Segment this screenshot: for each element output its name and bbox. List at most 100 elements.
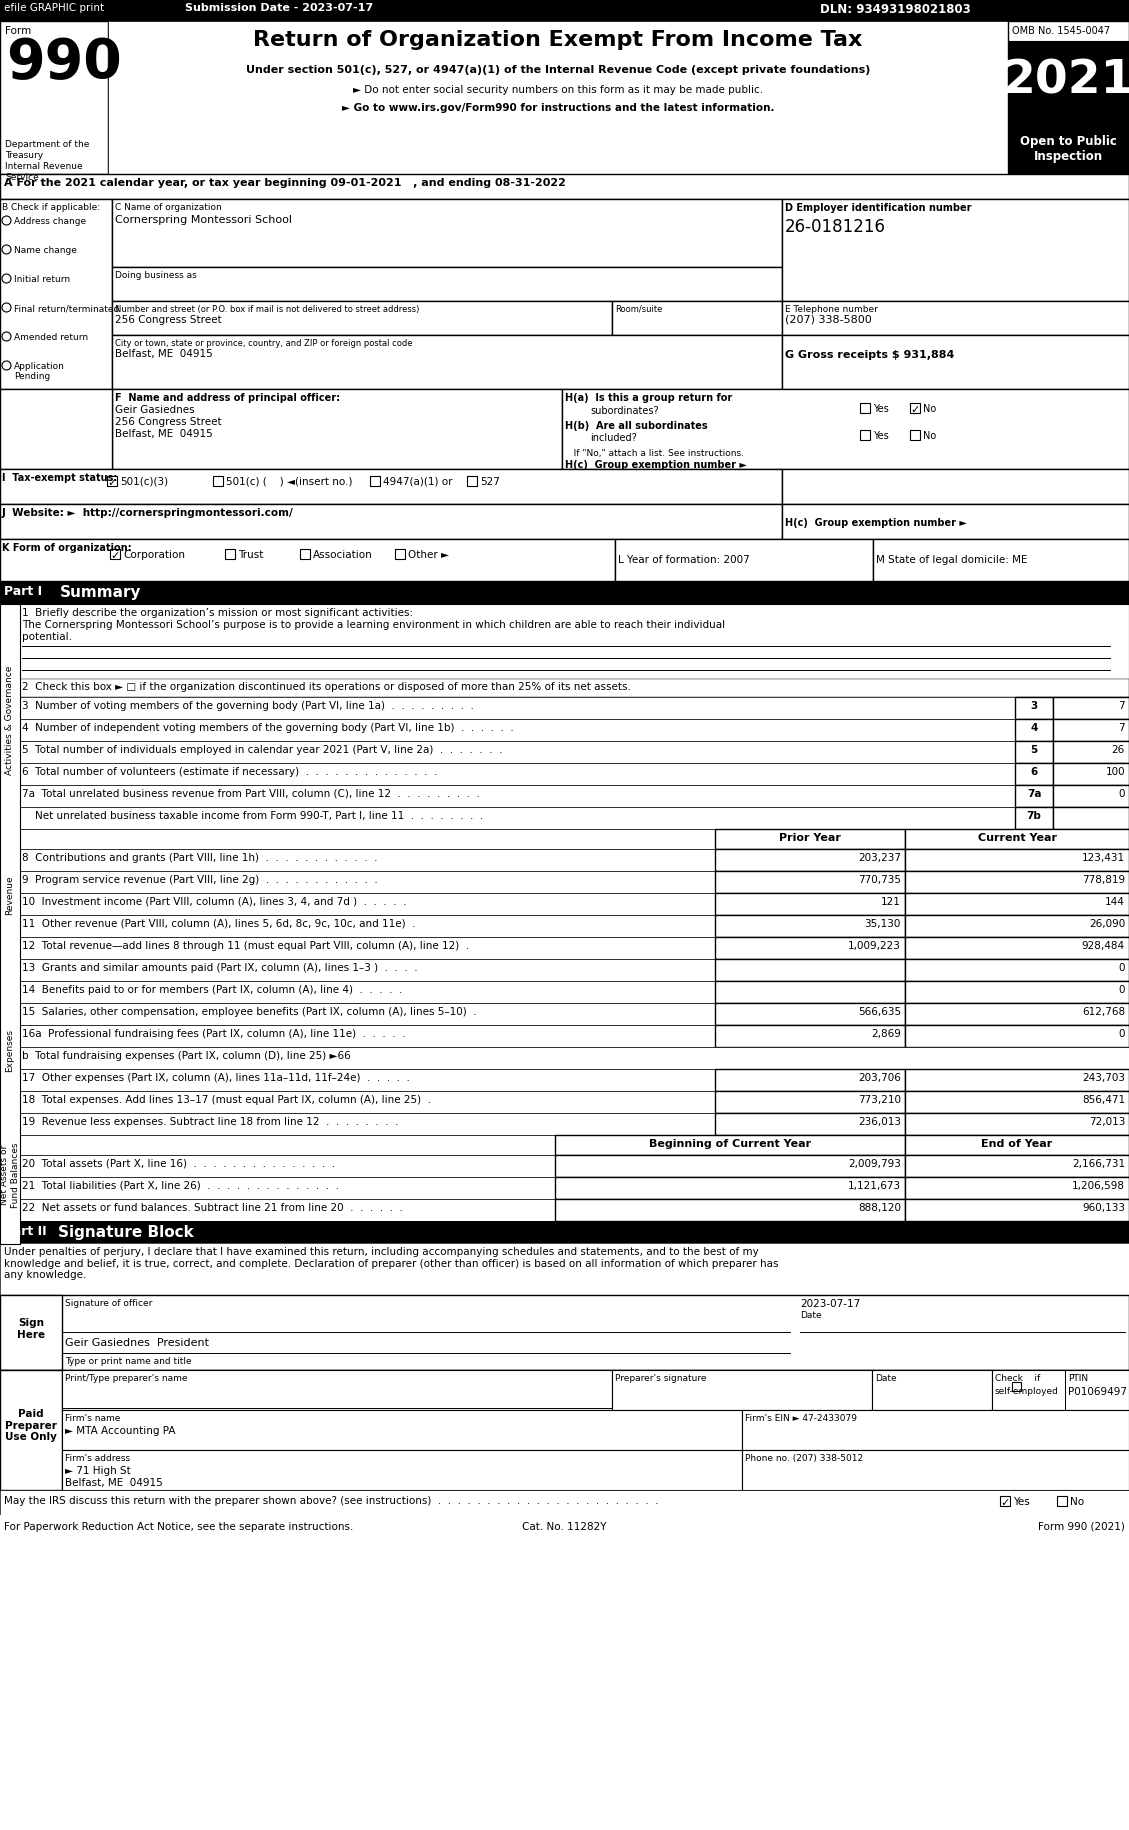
Text: Yes: Yes bbox=[1013, 1497, 1030, 1506]
Text: 2021: 2021 bbox=[1003, 59, 1129, 102]
Text: Print/Type preparer’s name: Print/Type preparer’s name bbox=[65, 1372, 187, 1382]
Bar bbox=[1008, 42, 1129, 130]
Bar bbox=[0, 22, 1129, 176]
Bar bbox=[1053, 785, 1129, 807]
Bar bbox=[860, 404, 870, 414]
Text: Geir Gasiednes: Geir Gasiednes bbox=[115, 404, 194, 415]
Text: 928,484: 928,484 bbox=[1082, 941, 1124, 950]
Text: Prior Year: Prior Year bbox=[779, 833, 841, 842]
Bar bbox=[905, 829, 1129, 849]
Bar bbox=[110, 549, 120, 560]
Text: Sign
Here: Sign Here bbox=[17, 1318, 45, 1340]
Text: Summary: Summary bbox=[60, 584, 141, 600]
Bar bbox=[905, 1003, 1129, 1025]
Bar bbox=[0, 763, 1129, 785]
Bar bbox=[0, 1135, 1129, 1155]
Text: P01069497: P01069497 bbox=[1068, 1387, 1127, 1396]
Bar bbox=[1000, 1497, 1010, 1506]
Bar bbox=[910, 404, 920, 414]
Text: For Paperwork Reduction Act Notice, see the separate instructions.: For Paperwork Reduction Act Notice, see … bbox=[5, 1521, 353, 1532]
Bar bbox=[1015, 785, 1053, 807]
Text: 21  Total liabilities (Part X, line 26)  .  .  .  .  .  .  .  .  .  .  .  .  .  : 21 Total liabilities (Part X, line 26) .… bbox=[21, 1180, 339, 1190]
Text: 7a  Total unrelated business revenue from Part VIII, column (C), line 12  .  .  : 7a Total unrelated business revenue from… bbox=[21, 789, 480, 798]
Text: 773,210: 773,210 bbox=[858, 1094, 901, 1103]
Text: Part II: Part II bbox=[5, 1224, 46, 1237]
Text: 4: 4 bbox=[1031, 723, 1038, 732]
Bar bbox=[715, 937, 905, 959]
Bar bbox=[1015, 697, 1053, 719]
Text: 4947(a)(1) or: 4947(a)(1) or bbox=[383, 478, 453, 487]
Text: 3: 3 bbox=[1031, 701, 1038, 710]
Bar bbox=[782, 302, 1129, 337]
Text: Address change: Address change bbox=[14, 218, 86, 225]
Bar bbox=[1053, 807, 1129, 829]
Bar bbox=[715, 1025, 905, 1047]
Text: 20  Total assets (Part X, line 16)  .  .  .  .  .  .  .  .  .  .  .  .  .  .  .: 20 Total assets (Part X, line 16) . . . … bbox=[21, 1158, 335, 1168]
Bar bbox=[905, 937, 1129, 959]
Bar bbox=[112, 337, 782, 390]
Text: 3  Number of voting members of the governing body (Part VI, line 1a)  .  .  .  .: 3 Number of voting members of the govern… bbox=[21, 701, 474, 710]
Bar bbox=[0, 1221, 1129, 1243]
Text: Date: Date bbox=[800, 1310, 822, 1319]
Bar bbox=[0, 829, 1129, 849]
Bar bbox=[395, 549, 405, 560]
Text: 72,013: 72,013 bbox=[1088, 1116, 1124, 1127]
Bar bbox=[0, 871, 1129, 893]
Text: C Name of organization: C Name of organization bbox=[115, 203, 221, 212]
Text: efile GRAPHIC print: efile GRAPHIC print bbox=[5, 4, 104, 13]
Bar bbox=[0, 1047, 1129, 1069]
Bar bbox=[715, 1003, 905, 1025]
Text: 22  Net assets or fund balances. Subtract line 21 from line 20  .  .  .  .  .  .: 22 Net assets or fund balances. Subtract… bbox=[21, 1202, 403, 1211]
Text: 856,471: 856,471 bbox=[1082, 1094, 1124, 1103]
Text: 203,237: 203,237 bbox=[858, 853, 901, 862]
Text: Doing business as: Doing business as bbox=[115, 271, 196, 280]
Bar bbox=[715, 893, 905, 915]
Bar bbox=[467, 478, 476, 487]
Bar bbox=[112, 199, 782, 267]
Bar bbox=[0, 1199, 1129, 1221]
Bar bbox=[905, 981, 1129, 1003]
Bar bbox=[905, 1025, 1129, 1047]
Bar bbox=[0, 1490, 1129, 1515]
Text: DLN: 93493198021803: DLN: 93493198021803 bbox=[820, 4, 971, 16]
Bar bbox=[905, 1155, 1129, 1177]
Bar bbox=[715, 829, 905, 849]
Text: included?: included? bbox=[590, 432, 637, 443]
Text: H(c)  Group exemption number ►: H(c) Group exemption number ► bbox=[785, 518, 966, 527]
Text: b  Total fundraising expenses (Part IX, column (D), line 25) ►66: b Total fundraising expenses (Part IX, c… bbox=[21, 1050, 351, 1060]
Text: Service: Service bbox=[5, 172, 38, 181]
Text: City or town, state or province, country, and ZIP or foreign postal code: City or town, state or province, country… bbox=[115, 339, 412, 348]
Text: Amended return: Amended return bbox=[14, 333, 88, 342]
Text: Signature of officer: Signature of officer bbox=[65, 1297, 152, 1307]
Bar bbox=[562, 390, 1129, 470]
Bar bbox=[1012, 1382, 1021, 1391]
Text: Submission Date - 2023-07-17: Submission Date - 2023-07-17 bbox=[185, 4, 373, 13]
Bar bbox=[0, 1371, 1129, 1490]
Text: May the IRS discuss this return with the preparer shown above? (see instructions: May the IRS discuss this return with the… bbox=[5, 1495, 658, 1506]
Text: 15  Salaries, other compensation, employee benefits (Part IX, column (A), lines : 15 Salaries, other compensation, employe… bbox=[21, 1007, 476, 1016]
Bar bbox=[107, 478, 117, 487]
Bar bbox=[715, 1113, 905, 1135]
Text: Under section 501(c), 527, or 4947(a)(1) of the Internal Revenue Code (except pr: Under section 501(c), 527, or 4947(a)(1)… bbox=[246, 64, 870, 75]
Bar bbox=[0, 1243, 1129, 1296]
Text: (207) 338-5800: (207) 338-5800 bbox=[785, 315, 872, 324]
Text: 1  Briefly describe the organization’s mission or most significant activities:: 1 Briefly describe the organization’s mi… bbox=[21, 608, 413, 619]
Bar bbox=[370, 478, 380, 487]
Text: J  Website: ►  http://cornerspringmontessori.com/: J Website: ► http://cornerspringmontesso… bbox=[2, 507, 294, 518]
Text: Firm’s name: Firm’s name bbox=[65, 1413, 121, 1422]
Bar bbox=[615, 540, 873, 582]
Text: Paid
Preparer
Use Only: Paid Preparer Use Only bbox=[5, 1409, 56, 1442]
Bar bbox=[300, 549, 310, 560]
Text: Belfast, ME  04915: Belfast, ME 04915 bbox=[65, 1477, 163, 1488]
Bar bbox=[905, 1069, 1129, 1091]
Text: Belfast, ME  04915: Belfast, ME 04915 bbox=[115, 428, 212, 439]
Bar bbox=[0, 679, 1129, 697]
Text: Corporation: Corporation bbox=[123, 549, 185, 560]
Bar bbox=[0, 981, 1129, 1003]
Text: 26: 26 bbox=[1112, 745, 1124, 754]
Text: I  Tax-exempt status:: I Tax-exempt status: bbox=[2, 472, 117, 483]
Bar bbox=[1015, 719, 1053, 741]
Bar bbox=[0, 1069, 1129, 1091]
Bar bbox=[112, 390, 562, 470]
Text: OMB No. 1545-0047: OMB No. 1545-0047 bbox=[1012, 26, 1110, 37]
